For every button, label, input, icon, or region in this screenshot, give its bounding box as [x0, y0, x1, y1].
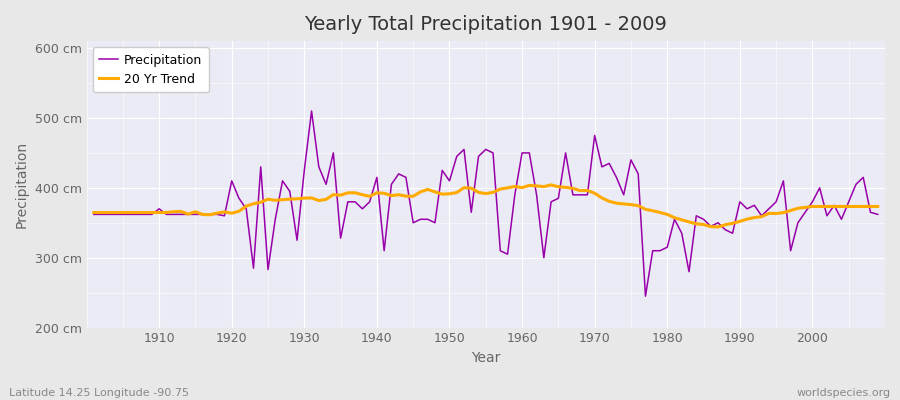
- Precipitation: [517, 150, 527, 155]
- Precipitation: [306, 108, 317, 113]
- 20 Yr Trend: [713, 224, 724, 229]
- 20 Yr Trend: [517, 185, 527, 190]
- Text: Latitude 14.25 Longitude -90.75: Latitude 14.25 Longitude -90.75: [9, 388, 189, 398]
- 20 Yr Trend: [509, 184, 520, 189]
- Line: Precipitation: Precipitation: [94, 111, 878, 296]
- 20 Yr Trend: [306, 196, 317, 200]
- Text: worldspecies.org: worldspecies.org: [796, 388, 891, 398]
- Precipitation: [357, 206, 368, 211]
- Precipitation: [640, 294, 651, 298]
- Y-axis label: Precipitation: Precipitation: [15, 141, 29, 228]
- 20 Yr Trend: [872, 204, 883, 209]
- 20 Yr Trend: [545, 182, 556, 187]
- Legend: Precipitation, 20 Yr Trend: Precipitation, 20 Yr Trend: [93, 47, 209, 92]
- 20 Yr Trend: [611, 201, 622, 206]
- Precipitation: [524, 150, 535, 155]
- 20 Yr Trend: [147, 210, 158, 215]
- X-axis label: Year: Year: [471, 351, 500, 365]
- 20 Yr Trend: [350, 190, 361, 195]
- Precipitation: [313, 164, 324, 169]
- Precipitation: [611, 175, 622, 180]
- Line: 20 Yr Trend: 20 Yr Trend: [94, 185, 878, 227]
- Precipitation: [88, 212, 99, 217]
- Precipitation: [147, 212, 158, 217]
- 20 Yr Trend: [88, 210, 99, 215]
- Precipitation: [872, 212, 883, 217]
- Title: Yearly Total Precipitation 1901 - 2009: Yearly Total Precipitation 1901 - 2009: [304, 15, 667, 34]
